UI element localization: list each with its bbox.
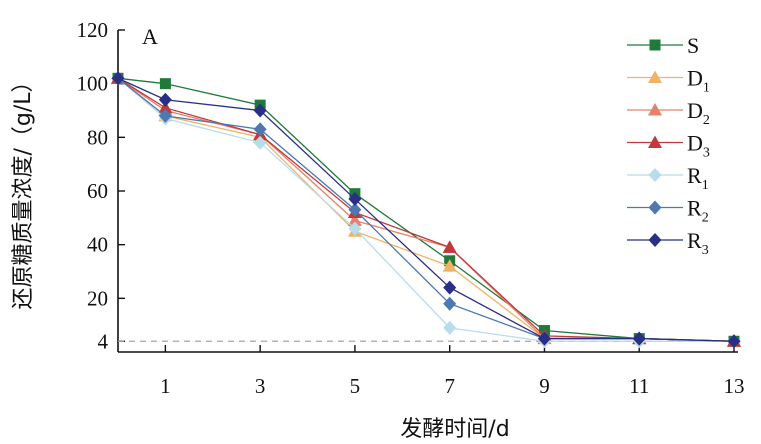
y-tick-label: 100: [77, 72, 109, 96]
y-tick-label: 4: [98, 329, 109, 353]
x-tick-label: 13: [724, 374, 745, 398]
y-tick-label: 60: [87, 179, 108, 203]
legend-label: R2: [687, 196, 709, 226]
series-D1: [111, 71, 741, 347]
series-line: [117, 77, 735, 342]
x-tick-label: 11: [629, 374, 649, 398]
legend-label: R3: [687, 228, 709, 258]
x-axis-title: 发酵时间/d: [400, 417, 509, 442]
series-line: [117, 77, 735, 342]
series-line: [117, 77, 735, 342]
legend-label: S: [687, 33, 699, 58]
series-line: [117, 77, 735, 342]
series-R3: [111, 71, 741, 349]
data-point: [537, 331, 551, 346]
y-tick-label: 20: [87, 286, 108, 310]
legend-marker: [648, 135, 662, 148]
legend-label: D1: [687, 66, 710, 96]
x-tick-label: 9: [539, 374, 550, 398]
data-point: [443, 320, 457, 335]
legend-item-R1: R1: [627, 163, 709, 193]
y-axis-title: 还原糖质量浓度/（g/L）: [11, 70, 36, 309]
legend-marker: [648, 70, 662, 83]
y-tick-label: 120: [77, 18, 109, 42]
legend-subscript: 3: [703, 146, 710, 161]
legend-item-R2: R2: [627, 196, 709, 226]
legend-marker: [649, 39, 661, 51]
legend-subscript: 3: [702, 243, 709, 258]
data-point: [253, 122, 267, 137]
legend-subscript: 1: [703, 81, 710, 96]
series-D3: [111, 71, 741, 347]
data-point: [158, 92, 172, 107]
data-point: [253, 103, 267, 118]
series-line: [117, 77, 735, 342]
data-point: [158, 100, 173, 114]
x-tick-label: 1: [160, 374, 171, 398]
legend-subscript: 2: [702, 211, 709, 226]
data-point: [348, 221, 362, 236]
data-point: [348, 202, 362, 217]
y-tick-label: 40: [87, 233, 108, 257]
data-point: [443, 296, 457, 311]
series-R2: [111, 71, 741, 349]
series-R1: [111, 71, 741, 349]
x-tick-label: 7: [444, 374, 455, 398]
legend-subscript: 2: [703, 113, 710, 128]
legend-marker: [648, 103, 662, 116]
legend-item-D3: D3: [627, 131, 710, 161]
data-point: [632, 331, 646, 346]
data-point: [348, 192, 362, 207]
x-tick-label: 5: [350, 374, 361, 398]
legend-marker: [648, 233, 662, 247]
series-S: [112, 72, 740, 347]
panel-label: A: [142, 24, 158, 49]
data-point: [442, 240, 457, 253]
data-point: [347, 213, 362, 227]
legend-label: D2: [687, 98, 710, 128]
data-point: [159, 78, 171, 90]
legend-item-R3: R3: [627, 228, 709, 258]
legend-label: D3: [687, 131, 710, 161]
data-point: [443, 280, 457, 295]
data-point: [111, 71, 125, 86]
series-D2: [111, 71, 741, 347]
legend-item-D2: D2: [627, 98, 710, 128]
legend-item-D1: D1: [627, 66, 710, 96]
series-line: [117, 77, 735, 342]
data-point: [158, 108, 172, 123]
series-line: [117, 77, 734, 342]
legend-label: R1: [687, 163, 709, 193]
legend-item-S: S: [627, 33, 699, 58]
legend-subscript: 1: [702, 178, 709, 193]
legend-marker: [648, 168, 662, 182]
legend-marker: [648, 200, 662, 215]
x-tick-label: 3: [255, 374, 266, 398]
series-layer: [111, 71, 741, 349]
data-point: [727, 334, 741, 349]
data-point: [253, 135, 267, 150]
y-tick-label: 80: [87, 125, 108, 149]
data-point: [442, 259, 457, 272]
